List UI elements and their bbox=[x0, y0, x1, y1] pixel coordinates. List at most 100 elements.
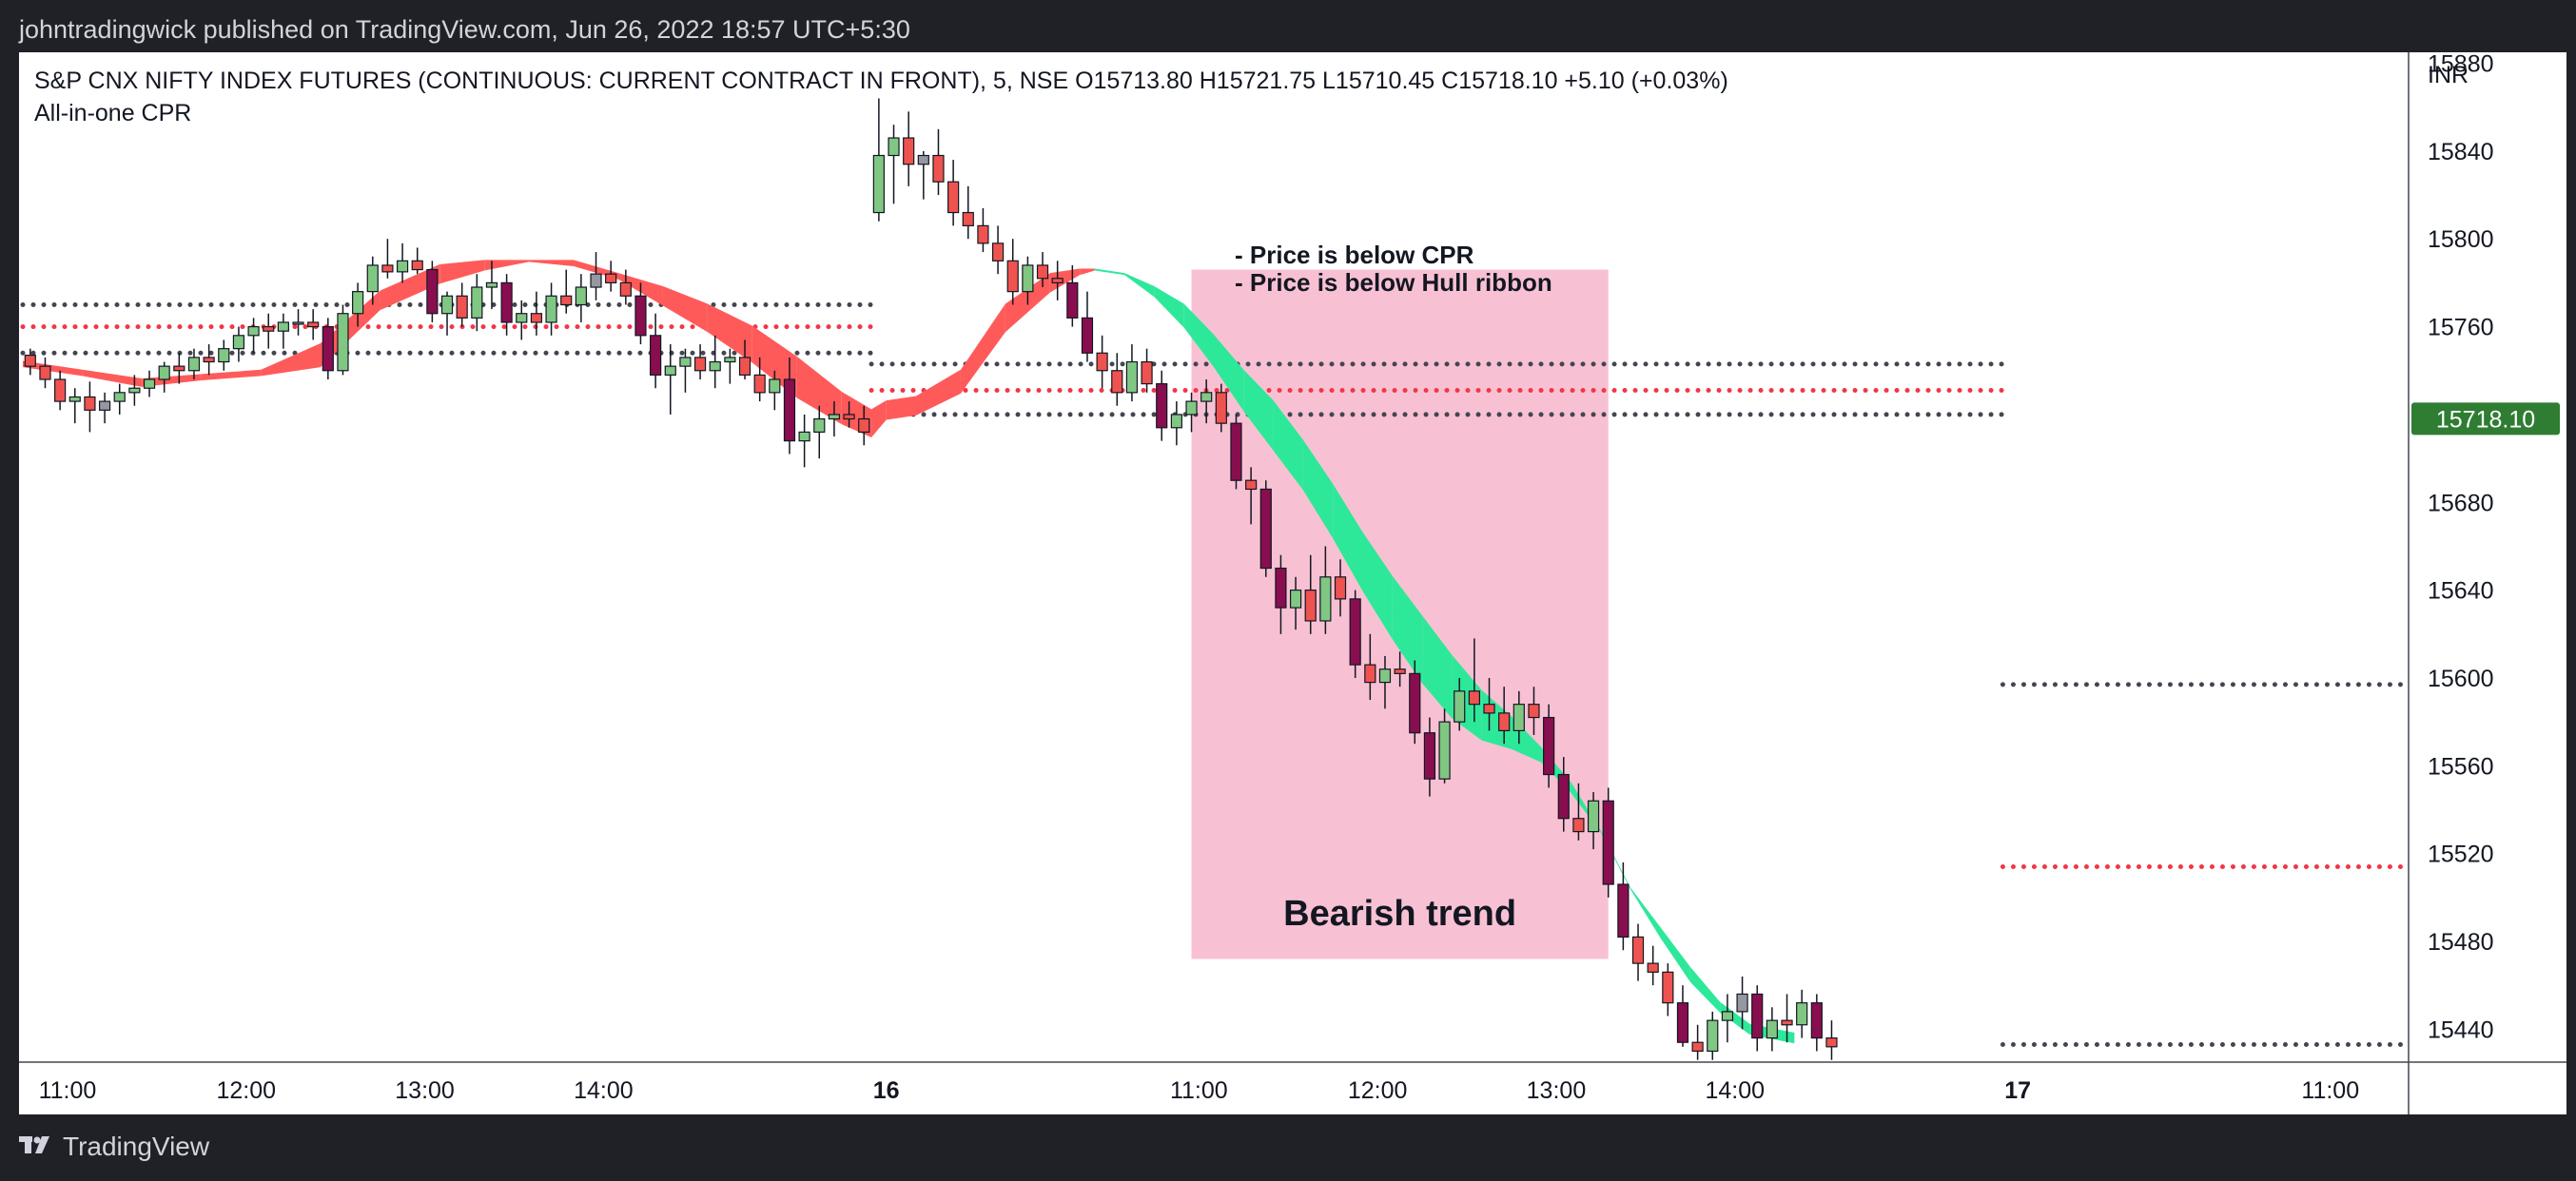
candle-56 bbox=[858, 405, 870, 446]
candle-88 bbox=[1334, 559, 1347, 617]
chart-svg[interactable]: - Price is below CPR- Price is below Hul… bbox=[19, 51, 2566, 1114]
candle-body-121 bbox=[1825, 1037, 1838, 1048]
x-tick-label-3: 14:00 bbox=[574, 1077, 634, 1104]
candle-60 bbox=[917, 150, 929, 200]
candle-body-23 bbox=[366, 264, 379, 293]
hull-ribbon-segment-42 bbox=[1630, 887, 1661, 939]
candle-body-92 bbox=[1394, 668, 1406, 674]
candle-115 bbox=[1736, 976, 1748, 1030]
candle-body-69 bbox=[1051, 278, 1064, 284]
candle-38 bbox=[590, 252, 602, 300]
candle-body-104 bbox=[1572, 818, 1585, 833]
candle-46 bbox=[709, 335, 721, 389]
y-tick-label-2: 15800 bbox=[2428, 226, 2494, 253]
candle-body-95 bbox=[1438, 721, 1451, 780]
candle-81 bbox=[1230, 414, 1242, 490]
candle-92 bbox=[1394, 651, 1406, 687]
candle-body-118 bbox=[1781, 1019, 1793, 1026]
hull-ribbon-segment-34 bbox=[1392, 575, 1423, 684]
candle-body-44 bbox=[679, 357, 692, 367]
candle-86 bbox=[1304, 554, 1317, 634]
candles-layer bbox=[24, 98, 1838, 1060]
candle-29 bbox=[456, 282, 468, 327]
candle-58 bbox=[888, 125, 900, 204]
x-tick-label-0: 11:00 bbox=[39, 1077, 97, 1104]
candle-75 bbox=[1141, 348, 1153, 393]
candle-body-12 bbox=[203, 357, 215, 363]
candle-120 bbox=[1810, 994, 1823, 1052]
currency-label: INR bbox=[2428, 62, 2469, 88]
symbol-name: S&P CNX NIFTY INDEX FUTURES (CONTINUOUS:… bbox=[34, 68, 1068, 94]
candle-body-20 bbox=[322, 325, 334, 372]
candle-49 bbox=[753, 357, 766, 402]
candle-body-25 bbox=[396, 260, 409, 273]
candle-body-79 bbox=[1200, 392, 1213, 402]
hull-ribbon-segment-43 bbox=[1660, 927, 1690, 982]
candle-15 bbox=[247, 318, 260, 354]
candle-body-18 bbox=[292, 321, 304, 325]
candle-21 bbox=[337, 304, 349, 376]
candle-70 bbox=[1066, 264, 1079, 327]
candle-5 bbox=[98, 392, 111, 424]
candle-body-62 bbox=[947, 181, 960, 214]
candle-108 bbox=[1631, 923, 1645, 981]
candle-body-111 bbox=[1676, 1002, 1689, 1043]
candle-116 bbox=[1751, 985, 1764, 1052]
y-tick-label-11: 15440 bbox=[2428, 1016, 2494, 1043]
candle-14 bbox=[232, 326, 245, 362]
candle-body-83 bbox=[1259, 488, 1272, 570]
candle-89 bbox=[1349, 590, 1361, 678]
candle-body-33 bbox=[516, 313, 528, 323]
chart-panel[interactable]: - Price is below CPR - Price is below Hul… bbox=[19, 51, 2566, 1114]
candle-90 bbox=[1364, 633, 1376, 701]
candle-body-4 bbox=[84, 396, 96, 411]
candle-body-108 bbox=[1631, 936, 1645, 964]
candle-body-114 bbox=[1721, 1011, 1734, 1021]
candle-0 bbox=[24, 348, 36, 376]
candle-117 bbox=[1766, 1007, 1778, 1052]
candle-87 bbox=[1319, 546, 1332, 634]
candle-10 bbox=[173, 353, 185, 384]
candle-27 bbox=[426, 261, 439, 322]
candle-52 bbox=[798, 414, 810, 468]
hull-ribbon-segment-24 bbox=[1094, 268, 1125, 276]
candle-36 bbox=[560, 269, 573, 314]
candle-47 bbox=[724, 348, 736, 384]
candle-62 bbox=[947, 160, 960, 226]
candle-body-101 bbox=[1528, 704, 1540, 719]
candle-body-54 bbox=[828, 414, 841, 420]
candle-body-87 bbox=[1319, 576, 1332, 622]
hull-ribbon-segment-3 bbox=[201, 369, 262, 380]
candle-114 bbox=[1721, 994, 1734, 1043]
candle-body-96 bbox=[1454, 690, 1466, 723]
x-tick-label-2: 13:00 bbox=[395, 1077, 455, 1104]
candle-body-113 bbox=[1707, 1019, 1719, 1053]
candle-106 bbox=[1602, 787, 1614, 898]
candle-79 bbox=[1200, 378, 1213, 424]
hull-ribbon-segment-27 bbox=[1183, 303, 1214, 368]
hull-ribbon-segment-1 bbox=[82, 369, 143, 387]
candle-body-46 bbox=[709, 360, 721, 372]
legend-layer: S&P CNX NIFTY INDEX FUTURES (CONTINUOUS:… bbox=[34, 68, 1728, 126]
candle-57 bbox=[872, 98, 885, 222]
y-tick-label-9: 15520 bbox=[2428, 842, 2494, 868]
candle-97 bbox=[1468, 638, 1480, 723]
candle-body-64 bbox=[977, 224, 989, 244]
candle-body-40 bbox=[619, 281, 632, 297]
candle-37 bbox=[575, 274, 587, 322]
candle-body-80 bbox=[1215, 392, 1227, 424]
candle-body-11 bbox=[187, 357, 201, 372]
candle-body-91 bbox=[1378, 668, 1392, 684]
candle-71 bbox=[1081, 291, 1094, 362]
candle-39 bbox=[605, 261, 617, 292]
candle-body-120 bbox=[1810, 1002, 1823, 1039]
hull-ribbon-segment-5 bbox=[321, 290, 381, 368]
candle-body-77 bbox=[1170, 414, 1182, 429]
candle-body-24 bbox=[381, 264, 394, 273]
candle-76 bbox=[1156, 370, 1168, 441]
hull-ribbon-segment-4 bbox=[261, 343, 321, 377]
candle-body-45 bbox=[693, 357, 707, 372]
candle-body-5 bbox=[98, 400, 111, 411]
annotation-note-1: - Price is below Hull ribbon bbox=[1235, 268, 1552, 297]
candle-28 bbox=[440, 291, 454, 336]
